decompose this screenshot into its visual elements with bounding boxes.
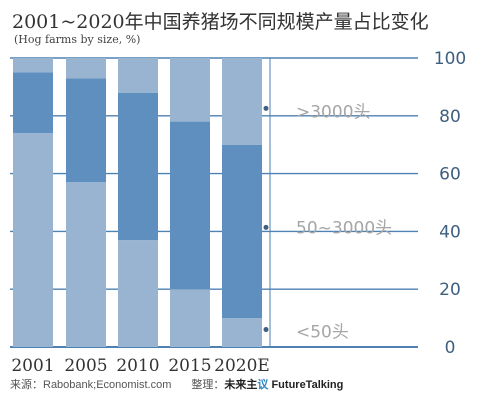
bar-2001-series-0: [13, 133, 53, 347]
source-text: Rabobank;Economist.com: [43, 379, 172, 391]
bar-2020E-series-0: [222, 318, 262, 347]
series-marker-2: [263, 105, 269, 111]
series-label-2: >3000头: [296, 102, 371, 122]
bar-2020E-series-2: [222, 58, 262, 145]
bar-2005-series-1: [66, 78, 106, 183]
bar-2020E-series-1: [222, 144, 262, 319]
organizer-brand: 未来主议 FutureTalking: [224, 379, 344, 391]
x-tick-label-2001: 2001: [11, 356, 54, 376]
bar-2015-series-0: [170, 289, 210, 347]
bar-2005-series-0: [66, 182, 106, 347]
x-tick-label-2020E: 2020E: [214, 356, 270, 376]
x-tick-label-2015: 2015: [168, 356, 211, 376]
x-tick-label-2005: 2005: [64, 356, 107, 376]
bar-2010-series-2: [118, 58, 158, 93]
y-tick-label-40: 40: [439, 222, 461, 242]
bar-2010-series-0: [118, 240, 158, 347]
chart-subtitle: (Hog farms by size, %): [14, 33, 141, 46]
y-tick-label-100: 100: [434, 49, 466, 69]
y-tick-label-20: 20: [439, 280, 461, 300]
bar-2001-series-1: [13, 72, 53, 134]
series-label-0: <50头: [296, 323, 349, 343]
series-marker-1: [263, 224, 269, 230]
chart-title: 2001~2020年中国养猪场不同规模产量占比变化: [12, 11, 429, 33]
y-tick-label-0: 0: [445, 338, 456, 358]
y-tick-label-80: 80: [439, 107, 461, 127]
bar-2001-series-2: [13, 58, 53, 73]
organizer-label: 整理：: [191, 379, 225, 391]
series-label-1: 50~3000头: [296, 218, 392, 238]
bar-2005-series-2: [66, 58, 106, 79]
bar-2015-series-1: [170, 121, 210, 290]
source-footer: 来源：Rabobank;Economist.com 整理：未来主议 FutureT…: [10, 376, 343, 392]
y-tick-label-60: 60: [439, 165, 461, 185]
bar-2015-series-2: [170, 58, 210, 122]
x-tick-label-2010: 2010: [116, 356, 159, 376]
series-marker-0: [263, 327, 269, 333]
source-label: 来源：: [10, 379, 43, 391]
bar-2010-series-1: [118, 92, 158, 241]
